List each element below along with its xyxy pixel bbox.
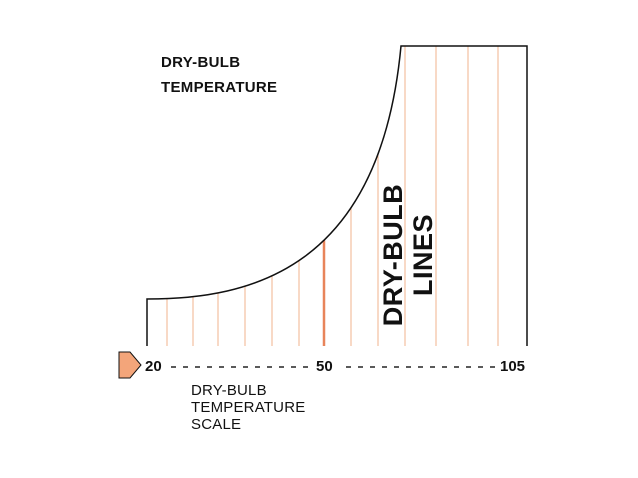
scale-tick-105: 105 [500,358,526,375]
scale-tick-20: 20 [145,358,162,375]
scale-tick-50: 50 [316,358,333,375]
chart-outline [146,45,528,346]
lines-label-line-1: DRY-BULB [378,183,408,327]
title-line-2: TEMPERATURE [161,79,278,96]
scale-label-line-3: SCALE [191,416,242,433]
scale-label-line-1: DRY-BULB [191,382,267,399]
right-arrow-icon [118,351,142,379]
dry-bulb-lines-group [166,46,499,346]
lines-label-line-2: LINES [408,214,438,297]
dry-bulb-temperature-scale-label: DRY-BULB TEMPERATURE SCALE [191,382,391,433]
title-line-1: DRY-BULB [161,54,241,71]
dry-bulb-temperature-title: DRY-BULB TEMPERATURE [161,50,361,100]
scale-label-line-2: TEMPERATURE [191,399,306,416]
